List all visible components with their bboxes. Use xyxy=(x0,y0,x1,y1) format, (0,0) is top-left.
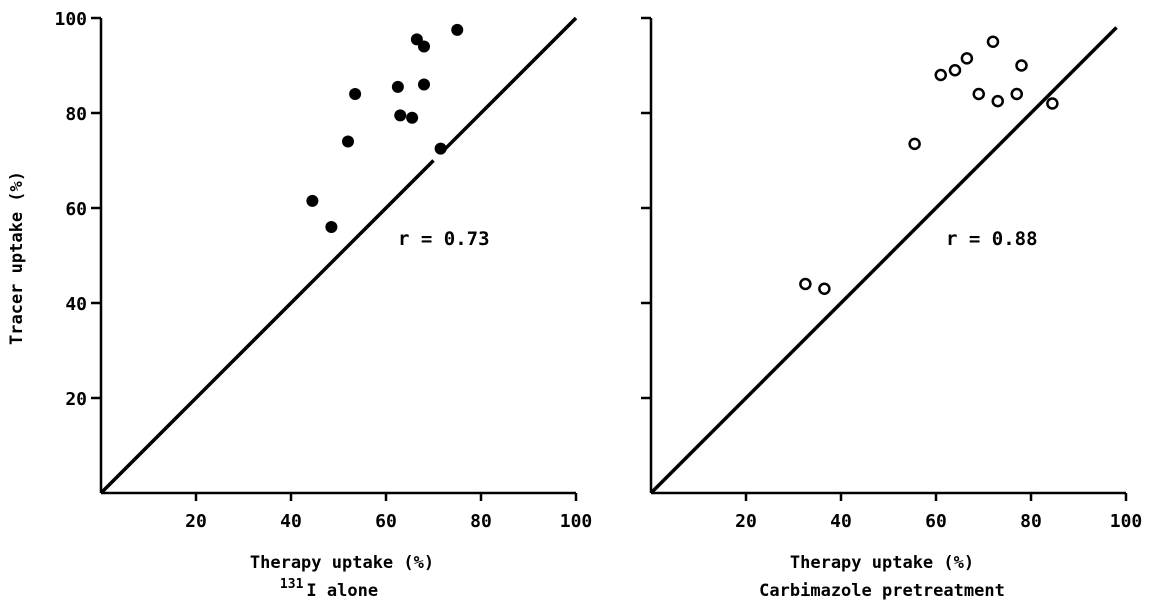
ticks: 20 40 60 80 100 xyxy=(641,16,1143,532)
data-point xyxy=(434,142,447,155)
x-axis-title: Therapy uptake (%) xyxy=(250,553,434,573)
ticks: 20 40 60 80 100 20 40 60 80 100 xyxy=(54,9,592,532)
subtitle-superscript: 131 xyxy=(280,577,304,592)
x-tick-label: 100 xyxy=(560,511,593,532)
data-point xyxy=(418,40,430,53)
data-point xyxy=(451,23,464,36)
identity-line xyxy=(99,16,578,495)
data-point xyxy=(972,87,985,101)
identity-line-segment xyxy=(440,16,578,154)
x-tick-label: 60 xyxy=(375,511,397,532)
data-point xyxy=(934,68,947,82)
identity-line-segment xyxy=(99,159,435,495)
data-point xyxy=(394,109,407,122)
data-point xyxy=(948,64,962,77)
y-tick-label: 100 xyxy=(54,9,87,30)
x-tick-label: 20 xyxy=(735,511,757,532)
x-tick-label: 80 xyxy=(470,511,492,532)
data-point xyxy=(391,80,404,93)
data-point xyxy=(342,135,354,148)
data-point xyxy=(1046,97,1059,110)
axes xyxy=(649,18,1126,495)
x-tick-label: 20 xyxy=(185,511,207,532)
x-tick-label: 40 xyxy=(830,511,852,532)
data-point xyxy=(991,94,1004,108)
data-point xyxy=(1010,87,1023,101)
y-tick-label: 60 xyxy=(65,199,87,220)
data-point xyxy=(818,282,831,295)
data-point xyxy=(349,88,362,100)
data-point xyxy=(1015,59,1028,72)
data-point xyxy=(960,52,974,65)
x-tick-label: 100 xyxy=(1110,511,1143,532)
subtitle-text: I alone xyxy=(306,581,378,601)
data-point xyxy=(986,35,1000,48)
data-point xyxy=(799,277,812,291)
data-point xyxy=(306,194,319,207)
identity-line xyxy=(649,26,1118,495)
panel-subtitle: 131 I alone xyxy=(280,577,378,601)
data-points xyxy=(306,23,464,233)
data-point xyxy=(908,137,921,151)
x-tick-label: 60 xyxy=(925,511,947,532)
y-axis-title: Tracer uptake (%) xyxy=(7,171,27,345)
x-tick-label: 40 xyxy=(280,511,302,532)
data-point xyxy=(406,111,419,124)
y-tick-label: 40 xyxy=(65,294,87,315)
data-point xyxy=(325,221,338,233)
identity-line-segment xyxy=(649,26,1118,495)
data-points xyxy=(799,35,1059,295)
data-point xyxy=(418,78,430,91)
y-tick-label: 20 xyxy=(65,389,87,410)
panel-subtitle: Carbimazole pretreatment xyxy=(759,581,1005,601)
correlation-annotation: r = 0.88 xyxy=(946,228,1038,250)
scatter-panel-131i-alone: 20 40 60 80 100 20 40 60 80 100 r = 0.73 Therapy … xyxy=(54,9,592,601)
x-axis-title: Therapy uptake (%) xyxy=(790,553,974,573)
axes xyxy=(99,18,576,495)
y-tick-label: 80 xyxy=(65,104,87,125)
correlation-annotation: r = 0.73 xyxy=(398,228,490,250)
scatter-panel-carbimazole: 20 40 60 80 100 r = 0.88 Therapy uptake (%) … xyxy=(641,16,1143,601)
x-tick-label: 80 xyxy=(1020,511,1042,532)
